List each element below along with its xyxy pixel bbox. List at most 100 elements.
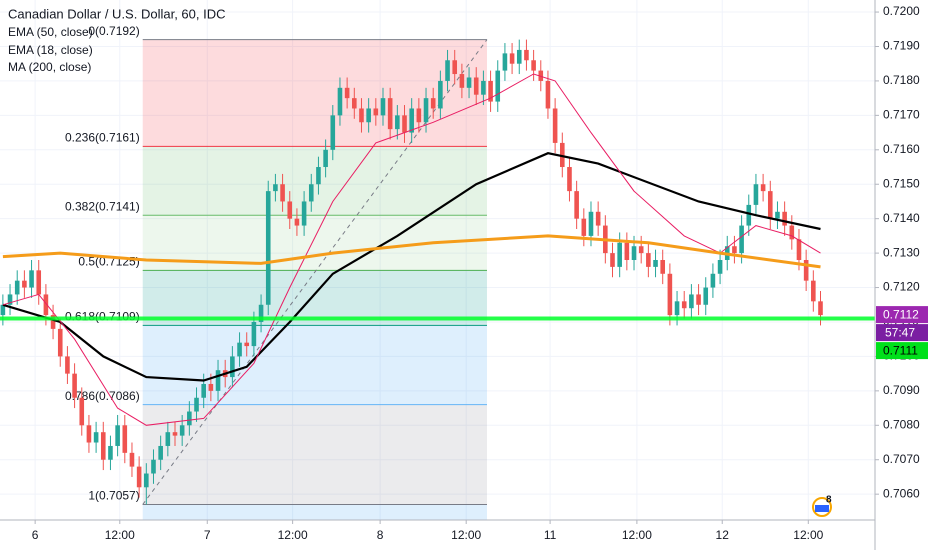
candle-body: [767, 191, 773, 219]
legend-entry: EMA (18, close): [8, 43, 93, 57]
candle-body: [144, 473, 149, 488]
candle-body: [208, 383, 214, 391]
candle-body: [79, 397, 85, 426]
y-tick-label: 0.7140: [883, 211, 920, 225]
countdown-box: [876, 324, 928, 342]
candle-body: [22, 280, 27, 288]
candle-body: [373, 108, 379, 116]
candle-body: [667, 273, 673, 316]
y-tick-label: 0.7190: [883, 39, 920, 53]
legend-entry: EMA (50, close): [8, 25, 93, 39]
candle-body: [760, 184, 766, 192]
candle-body: [466, 77, 472, 88]
candle-body: [753, 184, 759, 205]
candle-body: [251, 321, 257, 347]
axes: 0.70600.70700.70800.70900.71000.71100.71…: [32, 4, 928, 542]
candle-body: [380, 98, 386, 116]
x-tick-label: 7: [204, 528, 211, 542]
candle-body: [280, 184, 285, 202]
candle-body: [0, 304, 6, 316]
candle-body: [423, 98, 429, 123]
candle-body: [610, 253, 615, 267]
x-tick-label: 12:00: [278, 528, 308, 542]
candle-body: [717, 260, 723, 274]
candle-body: [136, 466, 142, 488]
candle-body: [445, 60, 450, 81]
x-tick-label: 8: [377, 528, 384, 542]
candle-body: [215, 370, 221, 391]
y-tick-label: 0.7070: [883, 452, 920, 466]
candle-body: [473, 77, 479, 95]
candle-body: [624, 242, 630, 260]
countdown-label: 57:47: [885, 325, 915, 339]
x-tick-label: 12:00: [105, 528, 135, 542]
candle-body: [459, 74, 465, 88]
fib-label: 0.382(0.7141): [65, 199, 140, 213]
candle-body: [14, 280, 20, 295]
candle-body: [581, 218, 587, 236]
candle-body: [789, 225, 795, 240]
candle-body: [273, 184, 278, 192]
last-price-label: 0.7112: [883, 307, 919, 321]
candle-body: [438, 80, 443, 109]
candle-body: [201, 383, 206, 398]
candle-body: [430, 98, 436, 109]
candle-body: [244, 342, 250, 347]
candle-body: [631, 246, 637, 260]
candle-body: [524, 49, 529, 61]
y-tick-label: 0.7090: [883, 383, 920, 397]
x-tick-label: 12: [716, 528, 730, 542]
candle-body: [323, 149, 328, 168]
candle-body: [387, 98, 393, 130]
candle-body: [330, 115, 336, 150]
candle-body: [72, 373, 77, 398]
badge-count: 8: [826, 495, 832, 506]
chart-title: Canadian Dollar / U.S. Dollar, 60, IDC: [8, 6, 225, 21]
candle-body: [230, 356, 235, 378]
candle-body: [545, 80, 551, 109]
candle-body: [595, 211, 601, 226]
last-price-box: [876, 306, 928, 324]
candle-body: [746, 204, 752, 226]
candle-body: [50, 315, 56, 329]
candle-body: [481, 80, 486, 95]
candle-body: [344, 87, 350, 99]
candle-body: [7, 294, 13, 305]
candle-body: [703, 287, 709, 305]
y-tick-label: 0.7180: [883, 73, 920, 87]
candle-body: [509, 53, 515, 64]
candle-body: [775, 211, 780, 219]
candle-body: [538, 70, 544, 81]
legend-entry: MA (200, close): [8, 60, 91, 74]
y-tick-label: 0.7120: [883, 280, 920, 294]
candle-body: [93, 432, 99, 443]
fib-label: 1(0.7057): [88, 489, 139, 503]
fib-band: [142, 146, 487, 216]
candle-body: [646, 253, 651, 267]
candle-body: [696, 294, 701, 305]
candle-body: [366, 108, 371, 123]
candle-body: [552, 108, 558, 143]
candle-body: [187, 411, 192, 426]
line-price-label: 0.7111: [883, 343, 918, 357]
y-tick-label: 0.7170: [883, 108, 920, 122]
candle-body: [502, 53, 508, 71]
candle-body: [653, 260, 658, 267]
y-tick-label: 0.7080: [883, 417, 920, 431]
fib-label: 0.236(0.7161): [65, 131, 140, 145]
y-tick-label: 0.7200: [883, 4, 920, 18]
candle-body: [237, 342, 242, 357]
candle-body: [531, 60, 536, 71]
y-tick-label: 0.7150: [883, 176, 920, 190]
candle-body: [165, 432, 171, 446]
candle-body: [710, 273, 716, 288]
candle-body: [811, 280, 816, 302]
candle-body: [337, 87, 343, 116]
candle-body: [194, 397, 199, 412]
y-tick-label: 0.7060: [883, 486, 920, 500]
candle-body: [158, 445, 163, 460]
x-tick-label: 11: [544, 528, 557, 542]
candle-body: [782, 211, 787, 226]
x-tick-label: 12:00: [451, 528, 481, 542]
